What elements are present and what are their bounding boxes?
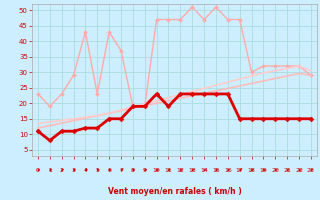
X-axis label: Vent moyen/en rafales ( km/h ): Vent moyen/en rafales ( km/h ) (108, 187, 241, 196)
